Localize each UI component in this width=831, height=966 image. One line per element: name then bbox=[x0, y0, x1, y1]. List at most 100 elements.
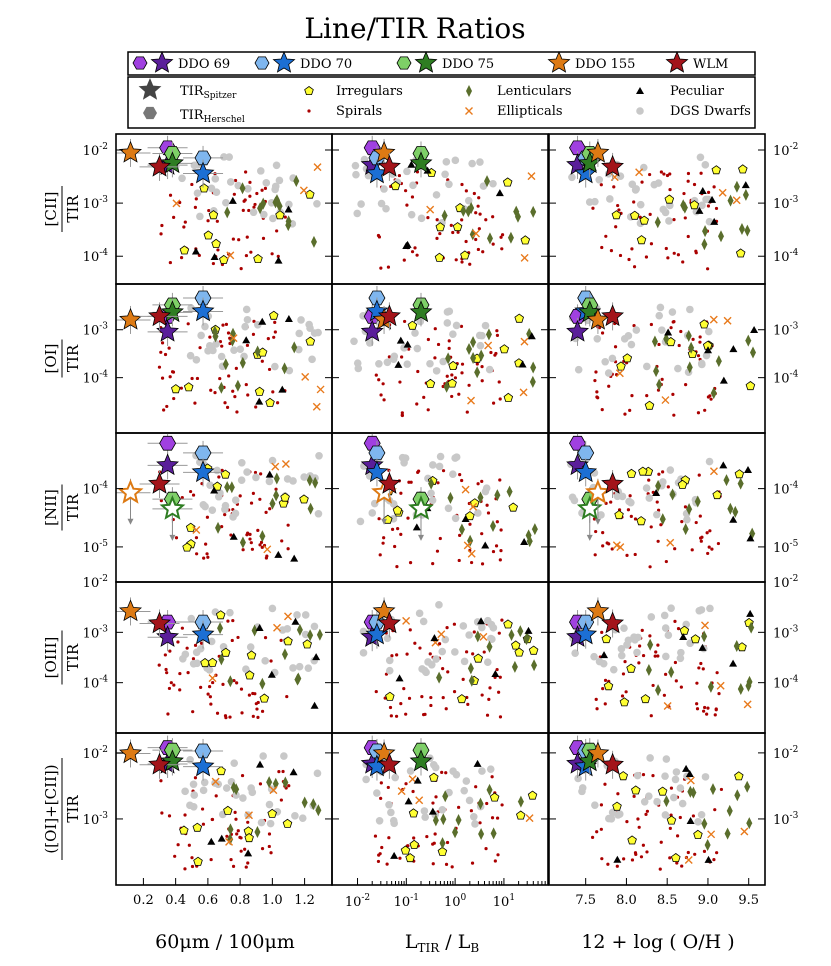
spiral-marker bbox=[374, 689, 378, 694]
irregular-marker bbox=[671, 853, 681, 862]
spiral-marker bbox=[390, 527, 395, 532]
legend-dgs-marker bbox=[636, 107, 644, 115]
spiral-marker bbox=[460, 371, 464, 375]
spiral-marker bbox=[252, 205, 256, 209]
spiral-marker bbox=[168, 375, 172, 379]
spiral-marker bbox=[645, 850, 649, 854]
spiral-marker bbox=[236, 829, 240, 833]
lenticular-marker bbox=[281, 362, 288, 375]
wlm-spitzer-marker bbox=[601, 304, 624, 327]
irregular-marker bbox=[626, 468, 637, 478]
dgs-dwarf-marker bbox=[656, 303, 665, 312]
spiral-marker bbox=[633, 517, 638, 521]
irregular-marker bbox=[211, 238, 221, 248]
y-tick-label: 10-3 bbox=[83, 195, 109, 212]
lenticular-marker bbox=[301, 796, 308, 809]
y-label-denominator: TIR bbox=[64, 795, 82, 823]
spiral-marker bbox=[211, 261, 215, 266]
peculiar-marker bbox=[729, 659, 738, 667]
spiral-marker bbox=[645, 393, 649, 398]
lenticular-marker bbox=[468, 202, 475, 215]
dgs-dwarf-marker bbox=[193, 189, 202, 197]
spiral-marker bbox=[488, 686, 492, 690]
panel-markers bbox=[351, 135, 537, 270]
lenticular-marker bbox=[234, 379, 241, 392]
spiral-marker bbox=[160, 376, 165, 380]
irregular-marker bbox=[631, 785, 641, 795]
spiral-marker bbox=[476, 204, 480, 208]
y-tick-label: 10-3 bbox=[83, 811, 109, 828]
spiral-marker bbox=[672, 217, 676, 222]
spiral-marker bbox=[377, 517, 381, 521]
spiral-marker bbox=[415, 253, 419, 257]
spiral-marker bbox=[226, 331, 231, 335]
elliptical-marker bbox=[684, 856, 693, 865]
dgs-dwarf-marker bbox=[230, 346, 238, 354]
peculiar-marker bbox=[267, 670, 276, 678]
spiral-marker bbox=[475, 362, 479, 366]
spiral-marker bbox=[281, 769, 285, 774]
legend-ddo-70: DDO 70 bbox=[254, 50, 352, 73]
dgs-dwarf-marker bbox=[237, 476, 246, 485]
spiral-marker bbox=[431, 862, 435, 866]
spiral-marker bbox=[499, 528, 503, 532]
dgs-dwarf-marker bbox=[291, 812, 299, 820]
spiral-marker bbox=[208, 695, 212, 699]
spiral-marker bbox=[201, 822, 206, 826]
spiral-marker bbox=[398, 380, 402, 384]
spiral-marker bbox=[493, 859, 497, 863]
spiral-marker bbox=[420, 695, 424, 699]
spiral-marker bbox=[644, 255, 649, 259]
spiral-marker bbox=[264, 556, 268, 560]
lenticular-marker bbox=[217, 622, 224, 635]
dgs-dwarf-marker bbox=[634, 633, 642, 642]
lenticular-marker bbox=[718, 230, 725, 243]
dgs-dwarf-marker bbox=[241, 322, 249, 331]
elliptical-marker bbox=[519, 388, 528, 397]
dgs-dwarf-marker bbox=[260, 210, 268, 219]
spiral-marker bbox=[661, 470, 665, 474]
spiral-marker bbox=[714, 707, 718, 711]
lenticular-marker bbox=[218, 653, 225, 666]
spiral-marker bbox=[255, 191, 259, 196]
dgs-dwarf-marker bbox=[375, 816, 384, 825]
elliptical-marker bbox=[271, 462, 280, 471]
peculiar-marker bbox=[461, 515, 470, 523]
spiral-marker bbox=[438, 642, 442, 646]
peculiar-marker bbox=[698, 643, 707, 651]
lenticular-marker bbox=[254, 825, 261, 838]
spiral-marker bbox=[594, 370, 598, 374]
panel-r3-c1: 10-4 10-5 bbox=[83, 432, 333, 583]
spiral-marker bbox=[253, 470, 258, 475]
elliptical-marker bbox=[402, 616, 411, 625]
spiral-marker bbox=[499, 235, 503, 239]
panel-markers bbox=[360, 735, 538, 869]
panel-r5-c3: 10-2 10-3 7.5 8.0 8.5 9.0 9.5 bbox=[548, 732, 799, 908]
panel-r3-c3: 10-4 10-5 bbox=[548, 432, 799, 583]
x-tick-label: 10-1 bbox=[394, 893, 419, 910]
spiral-marker bbox=[702, 849, 707, 853]
dgs-dwarf-marker bbox=[222, 198, 230, 207]
spiral-marker bbox=[632, 200, 636, 204]
legend-spitzer-star bbox=[547, 50, 571, 73]
lenticular-marker bbox=[530, 361, 537, 374]
spiral-marker bbox=[195, 376, 200, 381]
y-tick-label: 10-2 bbox=[773, 745, 798, 762]
spiral-marker bbox=[632, 324, 636, 328]
dgs-dwarf-marker bbox=[359, 649, 368, 657]
spiral-marker bbox=[387, 355, 391, 359]
lenticular-marker bbox=[293, 175, 300, 188]
irregular-marker bbox=[622, 353, 633, 363]
peculiar-marker bbox=[708, 195, 717, 203]
peculiar-marker bbox=[191, 247, 200, 255]
dgs-dwarf-marker bbox=[362, 775, 370, 784]
peculiar-marker bbox=[244, 849, 253, 857]
peculiar-marker bbox=[395, 674, 404, 682]
dgs-dwarf-marker bbox=[704, 327, 713, 336]
dgs-dwarf-marker bbox=[315, 451, 323, 460]
wlm-spitzer-marker bbox=[601, 752, 624, 775]
lenticular-marker bbox=[654, 216, 661, 229]
dgs-dwarf-marker bbox=[266, 819, 275, 828]
elliptical-marker bbox=[192, 525, 201, 534]
dgs-dwarf-marker bbox=[189, 659, 198, 668]
